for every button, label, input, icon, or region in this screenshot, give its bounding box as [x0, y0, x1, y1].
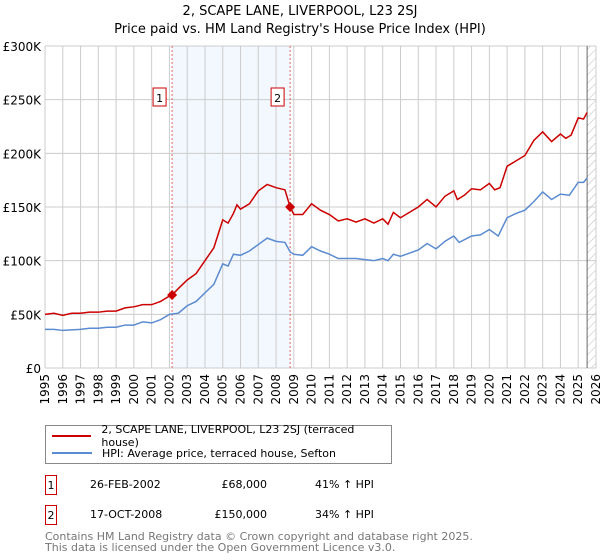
transaction-hpi: 34% ↑ HPI	[315, 508, 374, 521]
x-tick-label: 2002	[162, 374, 176, 405]
legend-item-property: 2, SCAPE LANE, LIVERPOOL, L23 2SJ (terra…	[52, 423, 391, 449]
y-tick-label: £200K	[3, 147, 43, 161]
marker-badge: 2	[45, 505, 57, 525]
x-tick-label: 2007	[251, 374, 265, 405]
x-tick-label: 2016	[411, 374, 425, 405]
marker-label: 1	[156, 92, 163, 105]
x-tick-label: 2023	[536, 374, 550, 405]
x-tick-label: 1999	[109, 374, 123, 405]
hpi-line	[45, 177, 588, 332]
legend-label: HPI: Average price, terraced house, Seft…	[102, 446, 336, 460]
footer-licence: This data is licensed under the Open Gov…	[45, 541, 396, 554]
property-price-line	[44, 112, 588, 317]
transaction-date: 26-FEB-2002	[90, 478, 161, 491]
x-tick-label: 2011	[322, 374, 336, 405]
x-tick-label: 2006	[234, 374, 248, 405]
red-line-swatch	[52, 435, 92, 437]
x-tick-label: 2017	[429, 374, 443, 405]
sale-point	[167, 290, 178, 301]
transaction-hpi: 41% ↑ HPI	[315, 478, 374, 491]
x-tick-label: 2018	[447, 374, 461, 405]
y-tick-label: £0	[26, 362, 41, 376]
transaction-row: 1 26-FEB-2002 £68,000 41% ↑ HPI	[45, 475, 445, 495]
x-tick-label: 2026	[589, 374, 600, 405]
sale-point	[285, 202, 296, 212]
y-tick-label: £150K	[3, 201, 43, 215]
transaction-row: 2 17-OCT-2008 £150,000 34% ↑ HPI	[45, 505, 445, 525]
x-tick-label: 2000	[127, 374, 141, 405]
x-tick-label: 2024	[553, 374, 567, 405]
x-tick-label: 1996	[56, 374, 70, 405]
x-tick-label: 2008	[269, 374, 283, 405]
footer-copyright: Contains HM Land Registry data © Crown c…	[45, 530, 473, 543]
x-tick-label: 2003	[180, 374, 194, 405]
marker-label: 2	[274, 92, 281, 105]
x-tick-label: 1995	[38, 374, 52, 405]
chart-subtitle: Price paid vs. HM Land Registry's House …	[114, 22, 486, 37]
x-tick-label: 1997	[74, 374, 88, 405]
transaction-date: 17-OCT-2008	[90, 508, 163, 521]
y-tick-label: £50K	[10, 308, 42, 322]
x-tick-label: 2019	[465, 374, 479, 405]
x-tick-label: 2025	[571, 374, 585, 405]
marker-badge: 1	[45, 475, 57, 495]
x-tick-label: 2020	[482, 374, 496, 405]
x-tick-label: 2015	[393, 374, 407, 405]
price-chart: 1995 1996 1997 1998 1999 2000 2001 2002 2003 2004…	[3, 40, 600, 405]
y-tick-label: £250K	[3, 94, 43, 108]
y-tick-label: £300K	[3, 40, 43, 54]
x-tick-label: 2013	[358, 374, 372, 405]
x-tick-label: 2004	[198, 374, 212, 405]
x-tick-label: 2005	[216, 374, 230, 405]
x-tick-label: 1998	[91, 374, 105, 405]
x-tick-label: 2010	[305, 374, 319, 405]
legend: 2, SCAPE LANE, LIVERPOOL, L23 2SJ (terra…	[45, 423, 392, 464]
y-tick-label: £100K	[3, 255, 43, 269]
marker-badge	[270, 87, 285, 107]
x-tick-label: 2012	[340, 374, 354, 405]
legend-label: 2, SCAPE LANE, LIVERPOOL, L23 2SJ (terra…	[101, 423, 355, 449]
x-tick-label: 2014	[376, 374, 390, 405]
chart-title: 2, SCAPE LANE, LIVERPOOL, L23 2SJ	[182, 4, 418, 19]
x-tick-label: 2001	[145, 374, 159, 405]
x-tick-label: 2022	[518, 374, 532, 405]
transaction-price: £68,000	[221, 478, 268, 491]
x-tick-label: 2009	[287, 374, 301, 405]
legend-item-hpi: HPI: Average price, terraced house, Seft…	[52, 445, 336, 461]
blue-line-swatch	[52, 452, 92, 454]
marker-badge	[152, 87, 167, 107]
transaction-price: £150,000	[214, 508, 268, 521]
x-tick-label: 2021	[500, 374, 514, 405]
